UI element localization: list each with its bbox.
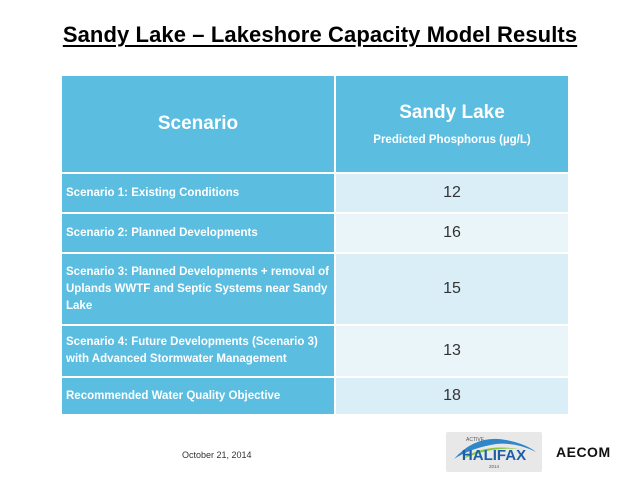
table-row: Scenario 3: Planned Developments + remov… [62, 252, 568, 324]
halifax-logo: ACTIVE HALIFAX 2014 [446, 432, 542, 472]
table-header-row: Scenario Sandy Lake Predicted Phosphorus… [62, 76, 568, 172]
table-row: Scenario 1: Existing Conditions 12 [62, 172, 568, 212]
scenario-label: Scenario 1: Existing Conditions [62, 172, 336, 212]
table-row: Scenario 4: Future Developments (Scenari… [62, 324, 568, 376]
halifax-logo-small-text: ACTIVE [466, 437, 485, 443]
phosphorus-value: 15 [336, 252, 568, 324]
table-row: Recommended Water Quality Objective 18 [62, 376, 568, 414]
scenario-column-header: Scenario [62, 76, 336, 172]
aecom-logo: AECOM [556, 444, 611, 460]
phosphorus-value: 16 [336, 212, 568, 252]
scenario-label: Scenario 4: Future Developments (Scenari… [62, 324, 336, 376]
slide-title: Sandy Lake – Lakeshore Capacity Model Re… [62, 22, 578, 47]
phosphorus-column-header: Sandy Lake Predicted Phosphorus (µg/L) [336, 76, 568, 172]
table-row: Scenario 2: Planned Developments 16 [62, 212, 568, 252]
metric-header: Predicted Phosphorus (µg/L) [373, 134, 531, 146]
halifax-logo-year: 2014 [489, 464, 500, 469]
halifax-logo-text: HALIFAX [462, 447, 526, 464]
scenario-label: Scenario 3: Planned Developments + remov… [62, 252, 336, 324]
footer-date: October 21, 2014 [182, 450, 252, 460]
results-table: Scenario Sandy Lake Predicted Phosphorus… [62, 76, 568, 414]
phosphorus-value: 12 [336, 172, 568, 212]
halifax-logo-graphic: ACTIVE HALIFAX 2014 [454, 437, 536, 469]
scenario-label: Scenario 2: Planned Developments [62, 212, 336, 252]
lake-name-header: Sandy Lake [399, 102, 505, 123]
phosphorus-value: 18 [336, 376, 568, 414]
scenario-label: Recommended Water Quality Objective [62, 376, 336, 414]
phosphorus-value: 13 [336, 324, 568, 376]
